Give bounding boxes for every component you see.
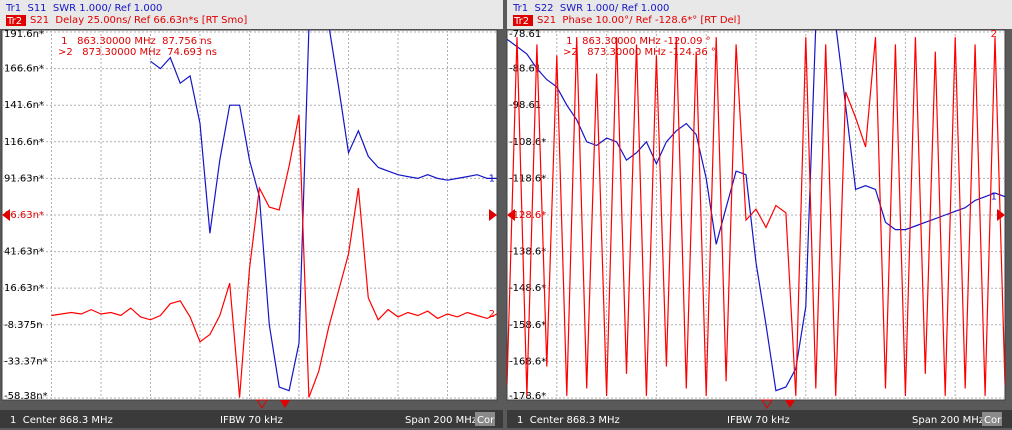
marker-readout: 1 863.30000 MHz -120.09 °: [563, 36, 711, 47]
marker-readout: >2 873.30000 MHz -124.36 °: [563, 47, 716, 58]
y-tick-label: -8.375n: [4, 320, 43, 331]
y-tick-label: 116.6n*: [4, 137, 44, 148]
marker-triangle: [785, 400, 795, 408]
trace2-id: Tr2: [6, 16, 22, 27]
y-tick-label: -148.6*: [509, 283, 546, 294]
y-tick-label: -78.61: [509, 29, 541, 40]
status-text: IFBW 70 kHz: [220, 415, 283, 426]
status-text: IFBW 70 kHz: [727, 415, 790, 426]
cor-box: [475, 412, 495, 426]
header-bar: [507, 0, 1012, 29]
y-tick-label: -118.6*: [509, 173, 546, 184]
y-tick-label: -128.6*: [509, 210, 546, 221]
trace-label: 1: [489, 173, 495, 184]
marker-readout: >2 873.30000 MHz 74.693 ns: [58, 47, 217, 58]
traces: [507, 30, 1005, 396]
trace2-header: S21 Phase 10.00°/ Ref -128.6*° [RT Del]: [537, 15, 740, 26]
trace-line: [507, 30, 1005, 392]
status-text: Cor: [984, 415, 1002, 426]
trace1-header: Tr1 S11 SWR 1.000/ Ref 1.000: [5, 3, 162, 14]
marker-triangle: [761, 399, 773, 409]
y-tick-label: -108.6*: [509, 137, 546, 148]
trace-label: 2: [489, 309, 495, 320]
status-text: Span 200 MHz: [405, 415, 477, 426]
marker-readout: 1 863.30000 MHz 87.756 ns: [58, 36, 212, 47]
status-bar: [507, 410, 1012, 428]
trace-line: [150, 30, 497, 392]
y-tick-label: 191.6n*: [4, 29, 44, 40]
y-tick-label: -138.6*: [509, 247, 546, 258]
trace-label: 2: [991, 29, 997, 40]
y-tick-label: 166.6n*: [4, 64, 44, 75]
trace2-badge: [6, 15, 26, 26]
y-tick-label: 41.63n*: [4, 247, 44, 258]
trace2-id: Tr2: [513, 16, 529, 27]
ref-arrow-left: [507, 208, 515, 221]
trace2-header: S21 Delay 25.00ns/ Ref 66.63n*s [RT Smo]: [30, 15, 247, 26]
trace2-badge: [513, 15, 533, 26]
marker-triangle: [256, 399, 268, 409]
status-bar: [0, 410, 503, 428]
y-tick-label: -33.37n*: [4, 356, 48, 367]
status-text: 1 Center 868.3 MHz: [10, 415, 113, 426]
marker-triangle: [280, 400, 290, 408]
status-text: Span 200 MHz: [912, 415, 984, 426]
traces: [51, 30, 497, 398]
y-tick-label: -58.38n*: [4, 391, 48, 402]
y-tick-label: 91.63n*: [4, 173, 44, 184]
y-tick-label: 16.63n*: [4, 283, 44, 294]
trace-line: [51, 114, 497, 398]
y-tick-label: 66.63n*: [4, 210, 44, 221]
y-tick-label: -158.6*: [509, 320, 546, 331]
cor-box: [982, 412, 1002, 426]
ref-arrow-right: [489, 208, 497, 221]
ref-arrow-left: [2, 208, 10, 221]
status-text: 1 Center 868.3 MHz: [517, 415, 620, 426]
header-bar: [0, 0, 503, 29]
y-tick-label: -88.61: [509, 64, 541, 75]
ref-arrow-right: [997, 208, 1005, 221]
trace1-header: Tr1 S22 SWR 1.000/ Ref 1.000: [512, 3, 669, 14]
y-tick-label: -178.6*: [509, 391, 546, 402]
y-tick-label: 141.6n*: [4, 100, 44, 111]
trace-line: [507, 37, 1005, 396]
y-tick-label: -98.61: [509, 100, 541, 111]
trace-label: 1: [991, 192, 997, 203]
status-text: Cor: [477, 415, 495, 426]
